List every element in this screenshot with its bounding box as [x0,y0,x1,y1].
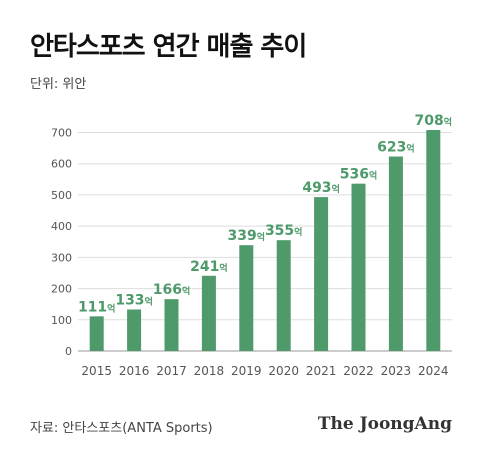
value-label-2024: 708억 [415,113,453,129]
y-tick-label: 400 [51,220,72,233]
value-label-2016: 133억 [115,292,153,308]
unit-label: 단위: 위안 [30,77,87,92]
x-tick-label: 2018 [194,364,225,378]
value-label-2022: 536억 [340,167,378,183]
value-label-2019: 339억 [228,228,266,244]
y-tick-label: 500 [51,189,72,202]
x-tick-label: 2024 [418,364,449,378]
bar-2016 [127,309,142,351]
y-tick-label: 200 [51,283,72,296]
bar-2018 [201,275,216,351]
x-tick-label: 2022 [343,364,374,378]
x-tick-label: 2019 [231,364,262,378]
y-tick-label: 0 [65,345,72,358]
y-tick-label: 600 [51,158,72,171]
value-label-2017: 166억 [153,282,191,298]
x-tick-label: 2023 [381,364,412,378]
bar-2021 [314,197,329,351]
y-tick-label: 700 [51,126,72,139]
x-tick-label: 2021 [306,364,337,378]
x-axis: 2015 2016 2017 2018 2019 2020 2021 2022 2023 2024 [81,364,448,378]
bars [89,129,441,351]
x-tick-label: 2016 [119,364,150,378]
bar-2023 [388,156,403,351]
bar-2024 [426,129,441,351]
value-label-2021: 493억 [302,180,340,196]
bar-2022 [351,183,366,351]
y-tick-label: 100 [51,314,72,327]
value-label-2020: 355억 [265,223,303,239]
value-label-2018: 241억 [190,259,228,275]
value-label-2023: 623억 [377,140,415,156]
bar-2019 [239,245,254,351]
bar-2017 [164,299,179,351]
bar-2020 [276,240,291,351]
x-tick-label: 2020 [268,364,299,378]
source-note: 자료: 안타스포츠(ANTA Sports) [30,421,213,436]
x-tick-label: 2015 [81,364,112,378]
value-label-2015: 111억 [78,299,116,315]
y-tick-label: 300 [51,251,72,264]
x-tick-label: 2017 [156,364,187,378]
y-axis: 0 100 200 300 400 500 600 700 [51,126,72,358]
chart-title: 안타스포츠 연간 매출 추이 [30,32,307,62]
publisher-logo: The JoongAng [317,414,452,434]
bar-2015 [89,316,104,351]
